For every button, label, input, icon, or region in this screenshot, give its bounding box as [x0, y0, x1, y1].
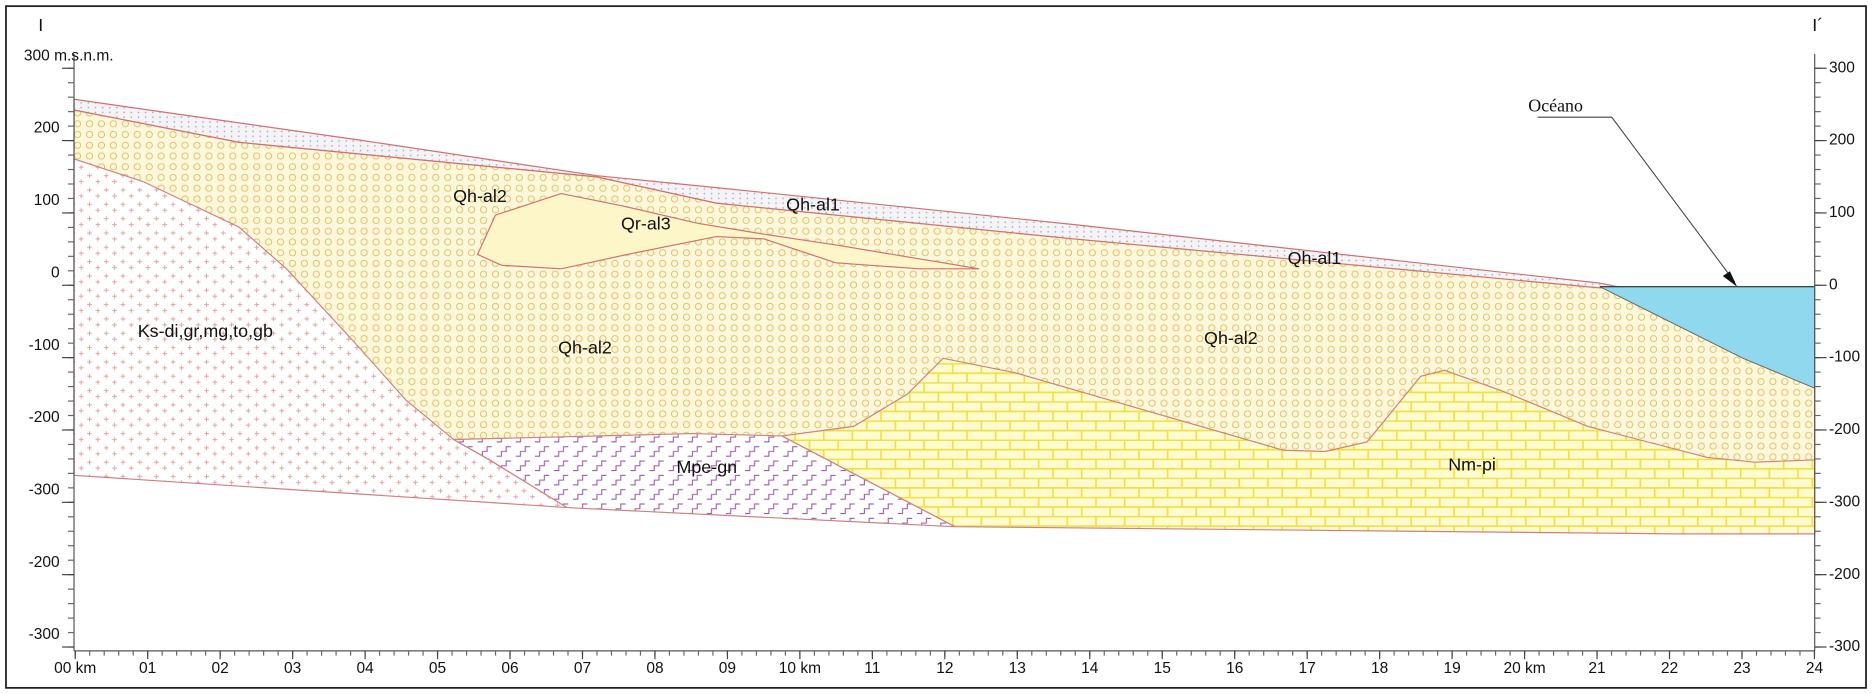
right-tick-label: 100 [1829, 204, 1855, 221]
left-tick-label: -200 [29, 409, 60, 426]
x-tick-label: 05 [429, 660, 446, 677]
right-tick-label: -300 [1829, 638, 1860, 655]
x-tick-label: 00 km [54, 660, 96, 677]
cross-section: I I´ Océano 300 m.s.n.m. 200 100 0 -100 -200 -… [0, 0, 1872, 694]
x-tick-label: 16 [1226, 660, 1243, 677]
x-tick-label: 17 [1299, 660, 1316, 677]
left-tick-label: -300 [29, 481, 60, 498]
right-tick-label: -200 [1829, 566, 1860, 583]
x-tick-label: 09 [719, 660, 736, 677]
left-tick-label: 200 [34, 120, 60, 137]
x-tick-label: 03 [284, 660, 301, 677]
x-tick-label: 12 [936, 660, 953, 677]
left-tick-label: -100 [29, 337, 60, 354]
x-tick-label: 23 [1733, 660, 1750, 677]
x-tick-label: 13 [1009, 660, 1026, 677]
left-tick-label: 300 m.s.n.m. [24, 47, 114, 64]
x-tick-label: 24 [1806, 660, 1824, 677]
ocean-leader [1538, 117, 1735, 282]
unit-label: Qh-al1 [786, 194, 840, 214]
left-tick-label: -200 [29, 554, 60, 571]
x-tick-label: 18 [1371, 660, 1388, 677]
right-tick-label: -100 [1829, 349, 1860, 366]
unit-label: Ks-di,gr,mg,to,gb [138, 321, 273, 341]
unit-label: Qh-al2 [453, 186, 507, 206]
x-tick-label: 10 km [779, 660, 821, 677]
x-tick-label: 15 [1154, 660, 1171, 677]
page: {"section": {"start": "I", "end": "I´"},… [0, 0, 1872, 694]
right-tick-label: 0 [1829, 276, 1838, 293]
x-tick-label: 06 [501, 660, 518, 677]
x-tick-label: 21 [1588, 660, 1605, 677]
left-tick-label: -300 [29, 626, 60, 643]
x-tick-label: 22 [1661, 660, 1678, 677]
ocean-arrow [1723, 271, 1737, 287]
unit-label: Qh-al1 [1288, 248, 1342, 268]
unit-label: Qh-al2 [1204, 328, 1258, 348]
x-tick-label: 07 [574, 660, 591, 677]
unit-label: Mpe-gn [676, 457, 737, 477]
right-tick-label: -300 [1829, 493, 1860, 510]
section-end: I´ [1812, 15, 1823, 35]
right-tick-label: -200 [1829, 421, 1860, 438]
x-tick-label: 01 [139, 660, 156, 677]
x-tick-label: 19 [1443, 660, 1460, 677]
x-tick-label: 14 [1081, 660, 1099, 677]
x-tick-label: 08 [646, 660, 663, 677]
left-tick-label: 0 [51, 264, 60, 281]
section-start: I [38, 15, 43, 35]
x-tick-label: 02 [212, 660, 229, 677]
x-tick-label: 04 [356, 660, 374, 677]
x-tick-label: 11 [864, 660, 880, 677]
unit-label: Nm-pi [1448, 455, 1496, 475]
x-tick-label: 20 km [1503, 660, 1545, 677]
ocean-label: Océano [1528, 96, 1583, 116]
right-tick-label: 200 [1829, 132, 1855, 149]
unit-label: Qh-al2 [558, 338, 612, 358]
unit-label: Qr-al3 [621, 213, 671, 233]
right-tick-label: 300 [1829, 59, 1855, 76]
left-tick-label: 100 [34, 192, 60, 209]
